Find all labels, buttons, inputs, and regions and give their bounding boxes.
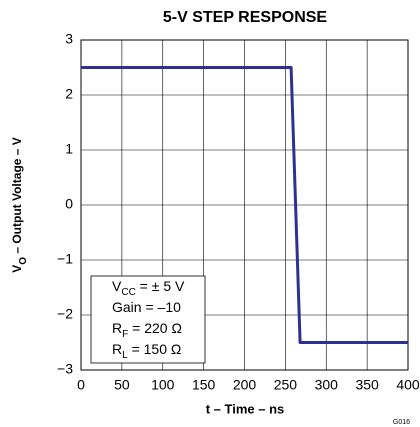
annotation-box bbox=[90, 275, 206, 364]
plot-frame bbox=[80, 39, 409, 371]
text-part: V bbox=[10, 265, 24, 273]
text-part: R bbox=[112, 341, 122, 357]
y-tick-label: −1 bbox=[57, 251, 73, 267]
y-tick-label: 2 bbox=[65, 86, 73, 102]
x-tick-label: 300 bbox=[315, 377, 339, 393]
x-tick-label: 200 bbox=[233, 377, 257, 393]
text-part: = ± 5 V bbox=[136, 278, 185, 294]
y-tick-label: −3 bbox=[57, 361, 73, 377]
subscript: CC bbox=[121, 287, 135, 298]
text-part: = 220 Ω bbox=[128, 320, 182, 336]
annotation: RF = 220 Ω bbox=[112, 320, 182, 340]
x-tick-label: 400 bbox=[396, 377, 420, 393]
text-part: = 150 Ω bbox=[128, 341, 182, 357]
y-axis-label: VO – Output Voltage – V bbox=[10, 137, 29, 273]
subscript: L bbox=[122, 350, 128, 361]
text-part: R bbox=[112, 320, 122, 336]
figure-code: G016 bbox=[393, 419, 410, 426]
line bbox=[81, 66, 408, 344]
x-tick-label: 350 bbox=[355, 377, 379, 393]
subscript: O bbox=[18, 257, 29, 265]
x-axis-label: t – Time – ns bbox=[206, 401, 285, 416]
x-tick-label: 0 bbox=[77, 377, 85, 393]
y-tick-label: −2 bbox=[57, 306, 73, 322]
subscript: F bbox=[122, 329, 128, 340]
text-part: V bbox=[112, 278, 122, 294]
y-tick-label: 1 bbox=[65, 141, 73, 157]
x-tick-label: 150 bbox=[192, 377, 216, 393]
text-part: Gain = –10 bbox=[112, 299, 181, 315]
annotation: VCC = ± 5 V bbox=[112, 278, 185, 298]
y-tick-label: 3 bbox=[65, 31, 73, 47]
annotation: Gain = –10 bbox=[112, 299, 181, 315]
chart-title: 5-V STEP RESPONSE bbox=[163, 9, 328, 26]
y-tick-label: 0 bbox=[65, 196, 73, 212]
x-tick-label: 100 bbox=[151, 377, 175, 393]
text-part: – Output Voltage – V bbox=[10, 137, 24, 257]
x-tick-label: 250 bbox=[274, 377, 298, 393]
annotation: RL = 150 Ω bbox=[112, 341, 181, 361]
x-tick-label: 50 bbox=[114, 377, 130, 393]
